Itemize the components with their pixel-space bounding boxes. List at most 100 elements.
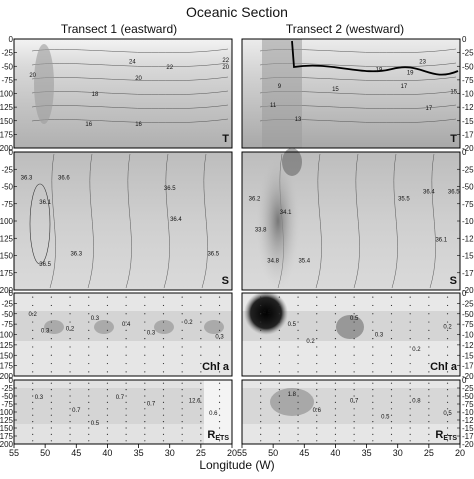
y-tick-label: -50 xyxy=(462,62,474,71)
sample-point xyxy=(181,389,183,391)
sample-point xyxy=(88,346,90,348)
sample-point xyxy=(125,408,127,410)
y-tick-label: -75 xyxy=(1,320,13,329)
salinity-isoline xyxy=(315,153,322,289)
sample-point xyxy=(106,421,109,423)
sample-point xyxy=(372,382,374,384)
sample-point xyxy=(316,371,318,373)
sample-point xyxy=(372,414,374,416)
sample-point xyxy=(409,408,411,410)
sample-point xyxy=(390,362,393,365)
sample-point xyxy=(316,389,318,391)
sample-point xyxy=(446,408,449,410)
sample-point xyxy=(181,421,183,423)
sample-point xyxy=(353,313,355,315)
sample-point xyxy=(297,371,299,373)
sample-point xyxy=(32,354,34,356)
sample-point xyxy=(125,329,127,331)
sample-point xyxy=(106,382,109,384)
sample-point xyxy=(32,382,34,384)
sample-point xyxy=(181,321,183,323)
salinity-isoline xyxy=(87,153,94,289)
cold-core-feature xyxy=(262,39,302,148)
sample-point xyxy=(69,329,71,331)
y-tick-label: 0 xyxy=(462,148,467,157)
sample-point xyxy=(409,414,411,416)
panel-chl-a-col1: 0.2 0.3 0.2 0.3 0.4 0.3 0.2 0.3 Chl a 0-25 -50-75 -… xyxy=(0,289,233,381)
contour-label: 0.7 xyxy=(116,395,125,401)
sample-point xyxy=(32,408,34,410)
y-tick-label: -100 xyxy=(462,331,474,340)
sample-point xyxy=(218,382,221,384)
panel-chl-a-col2: 4.5 0.5 0.2 0.5 0.3 0.2 0.2 Chl a 0-25 -50-75 -100… xyxy=(241,289,474,381)
sample-point xyxy=(316,414,318,416)
contour-label: 0.5 xyxy=(288,322,297,328)
sample-point xyxy=(353,389,355,391)
y-tick-label: -100 xyxy=(462,408,474,417)
sample-point xyxy=(428,389,430,391)
panel-label: Chl a xyxy=(202,361,230,373)
sample-point xyxy=(144,362,146,365)
sample-point xyxy=(106,433,109,435)
sample-point xyxy=(162,321,165,323)
sample-point xyxy=(334,382,337,384)
sample-point xyxy=(372,421,374,423)
sample-point xyxy=(260,362,262,365)
sample-point xyxy=(144,313,146,315)
sample-point xyxy=(390,296,393,298)
sample-point xyxy=(446,433,449,435)
sample-point xyxy=(50,313,52,315)
sample-point xyxy=(278,338,280,340)
sample-point xyxy=(297,382,299,384)
sample-point xyxy=(316,354,318,356)
sample-point xyxy=(297,421,299,423)
contour-label: 11 xyxy=(270,103,277,109)
sample-point xyxy=(162,296,165,298)
sample-point xyxy=(69,433,71,435)
contour-label: 19 xyxy=(407,70,414,76)
panel-grid: 222422202018161620T0-25-50-75-100-125-15… xyxy=(0,35,474,449)
y-tick-label: -175 xyxy=(0,130,14,139)
sample-point xyxy=(32,321,34,323)
sample-point xyxy=(428,408,430,410)
sample-point xyxy=(409,354,411,356)
sample-point xyxy=(125,389,127,391)
sample-point xyxy=(353,304,355,307)
sample-point xyxy=(162,304,165,307)
y-tick-label: -25 xyxy=(1,165,13,174)
contour-label: 1.8 xyxy=(288,392,297,398)
sample-point xyxy=(200,296,202,298)
y-tick-label: 0 xyxy=(9,289,14,298)
sample-point xyxy=(390,354,393,356)
y-tick-label: -150 xyxy=(0,252,14,261)
sample-point xyxy=(316,304,318,307)
sample-point xyxy=(446,296,449,298)
sample-point xyxy=(162,338,165,340)
sample-point xyxy=(446,414,449,416)
panel-label: RETS xyxy=(207,429,229,442)
y-tick-label: -25 xyxy=(1,299,13,308)
sample-point xyxy=(106,338,109,340)
sample-point xyxy=(50,433,52,435)
sample-point xyxy=(278,371,280,373)
sample-point xyxy=(69,401,71,403)
sample-point xyxy=(218,408,221,410)
contour-label: 36.5 xyxy=(448,189,460,195)
sample-point xyxy=(446,427,449,429)
sample-point xyxy=(409,346,411,348)
sample-point xyxy=(260,382,262,384)
contour-label: 36.5 xyxy=(207,252,219,258)
sample-point xyxy=(50,389,52,391)
sample-point xyxy=(334,321,337,323)
contour-label: 16 xyxy=(85,122,92,128)
sample-point xyxy=(50,329,52,331)
sample-point xyxy=(200,433,202,435)
x-tick-label: 30 xyxy=(393,448,403,458)
contour-label: 0.2 xyxy=(443,324,452,330)
sample-point xyxy=(50,401,52,403)
sample-point xyxy=(297,338,299,340)
sample-point xyxy=(316,313,318,315)
sample-point xyxy=(69,427,71,429)
sample-point xyxy=(162,371,165,373)
contour-label: 35.5 xyxy=(398,196,410,202)
